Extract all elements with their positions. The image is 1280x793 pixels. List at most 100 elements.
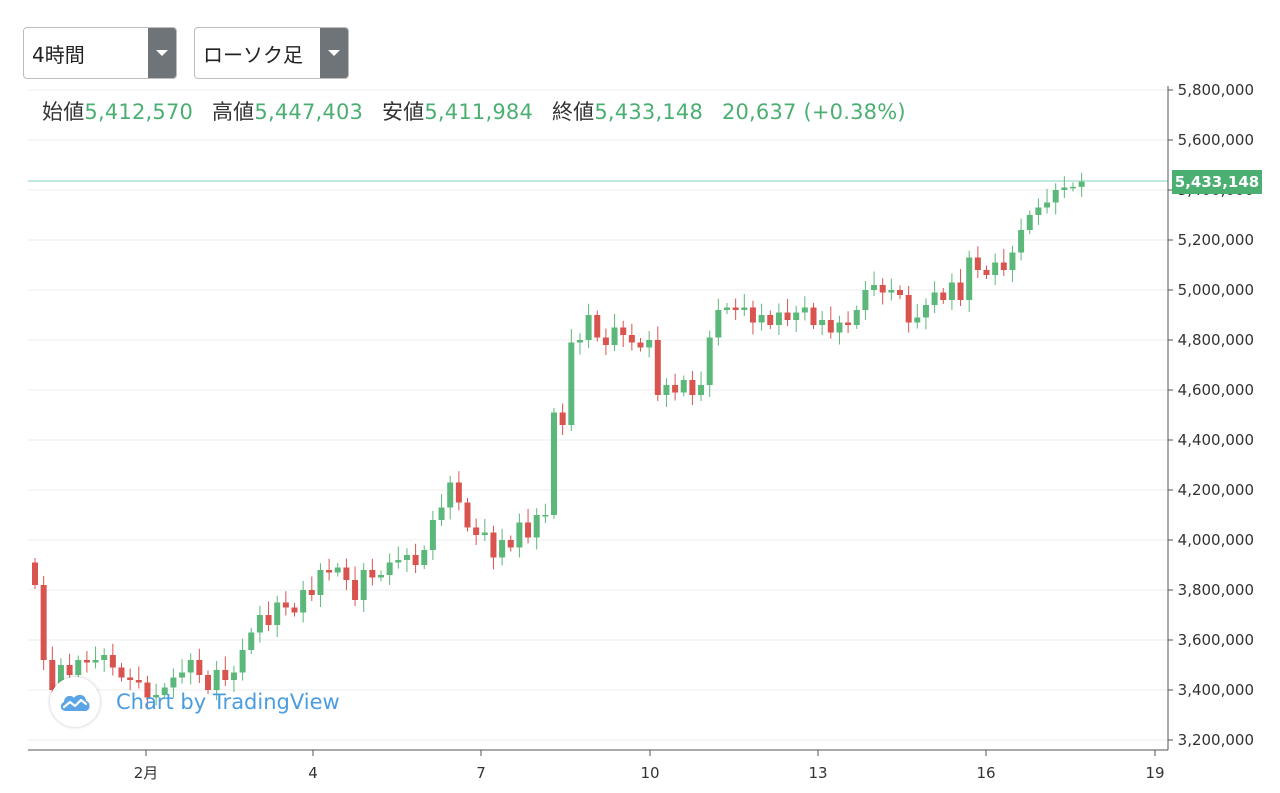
y-tick-label: 4,800,000 — [1178, 331, 1254, 349]
candle-up — [395, 560, 402, 563]
candle-down — [352, 580, 359, 600]
candle-up — [256, 615, 263, 633]
candle-up — [922, 305, 929, 318]
candle-up — [179, 672, 186, 678]
candle-down — [135, 680, 142, 683]
chevron-down-icon[interactable] — [148, 28, 176, 78]
candle-down — [205, 675, 211, 690]
candle-up — [429, 520, 436, 550]
candle-down — [827, 320, 834, 333]
candle-up — [1018, 230, 1025, 253]
candle-up — [724, 307, 730, 310]
candle-down — [109, 655, 116, 668]
candle-down — [455, 482, 462, 503]
candle-up — [533, 515, 540, 538]
candle-up — [758, 315, 765, 323]
candle-up — [274, 602, 281, 625]
candle-down — [473, 527, 480, 535]
candle-down — [602, 337, 609, 345]
candle-up — [481, 532, 488, 535]
x-tick-label: 7 — [476, 764, 486, 782]
interval-select[interactable]: 4時間 — [23, 27, 177, 79]
candle-up — [992, 262, 999, 275]
candle-down — [343, 567, 350, 580]
candle-up — [663, 385, 670, 395]
candle-down — [1000, 262, 1007, 270]
x-tick-label: 4 — [308, 764, 318, 782]
candle-up — [888, 290, 895, 293]
watermark-text: Chart by TradingView — [116, 690, 340, 714]
candle-down — [118, 667, 125, 678]
candle-up — [360, 570, 367, 600]
high-value: 5,447,403 — [254, 100, 364, 124]
candle-down — [49, 660, 56, 690]
candle-up — [239, 650, 246, 673]
candle-down — [654, 340, 661, 395]
candle-down — [974, 257, 981, 270]
candle-up — [499, 540, 506, 558]
candle-down — [66, 665, 73, 675]
last-price-tag: 5,433,148 — [1172, 170, 1262, 194]
candle-up — [248, 632, 255, 650]
candle-up — [1044, 202, 1051, 208]
candle-down — [490, 532, 497, 558]
candle-down — [412, 555, 419, 565]
candle-up — [1009, 252, 1016, 270]
x-tick-label: 16 — [976, 764, 995, 782]
y-tick-label: 3,600,000 — [1178, 631, 1254, 649]
candle-up — [230, 672, 237, 680]
candle-down — [767, 315, 774, 325]
candle-down — [983, 270, 990, 275]
close-label: 終値 — [551, 100, 595, 124]
candle-up — [187, 660, 194, 673]
candle-down — [40, 585, 47, 660]
candle-up — [706, 337, 713, 385]
candle-up — [378, 575, 384, 578]
candle-up — [101, 655, 108, 660]
low-value: 5,411,984 — [424, 100, 534, 124]
candle-up — [775, 312, 782, 325]
ohlc-legend: 始値5,412,570 高値5,447,403 安値5,411,984 終値5,… — [42, 96, 906, 126]
chevron-down-icon[interactable] — [320, 28, 348, 78]
candle-up — [576, 340, 583, 343]
candle-down — [672, 385, 679, 393]
y-tick-label: 4,000,000 — [1178, 531, 1254, 549]
chart-type-select-value: ローソク足 — [203, 42, 303, 67]
candle-down — [620, 327, 627, 335]
candle-up — [948, 282, 955, 300]
candle-down — [308, 590, 315, 595]
close-value: 5,433,148 — [594, 100, 704, 124]
y-tick-label: 3,200,000 — [1178, 731, 1254, 749]
change-value: 20,637 (+0.38%) — [721, 100, 906, 124]
candle-up — [75, 660, 82, 675]
candle-down — [222, 670, 229, 680]
candle-up — [438, 507, 445, 520]
candle-up — [585, 315, 592, 340]
x-tick-label: 13 — [808, 764, 827, 782]
y-tick-label: 5,000,000 — [1178, 281, 1254, 299]
candle-up — [516, 522, 523, 548]
candle-up — [170, 677, 177, 688]
candle-up — [551, 412, 557, 515]
grid-lines — [28, 89, 1168, 741]
candle-up — [386, 562, 393, 575]
candle-up — [966, 257, 973, 300]
candle-up — [862, 290, 869, 310]
candle-down — [594, 315, 601, 338]
tradingview-watermark[interactable]: Chart by TradingView — [50, 677, 340, 727]
candle-down — [265, 615, 272, 625]
candle-up — [931, 292, 938, 305]
chart-type-select[interactable]: ローソク足 — [194, 27, 349, 79]
candle-up — [1070, 186, 1076, 189]
candle-up — [1061, 187, 1068, 190]
candle-down — [507, 540, 514, 548]
candle-up — [871, 285, 878, 290]
candle-up — [421, 550, 428, 565]
candle-up — [92, 660, 99, 663]
candle-up — [1035, 207, 1042, 215]
y-tick-label: 5,200,000 — [1178, 231, 1254, 249]
candle-down — [897, 290, 903, 295]
candle-up — [542, 515, 549, 517]
candle-up — [161, 687, 168, 695]
